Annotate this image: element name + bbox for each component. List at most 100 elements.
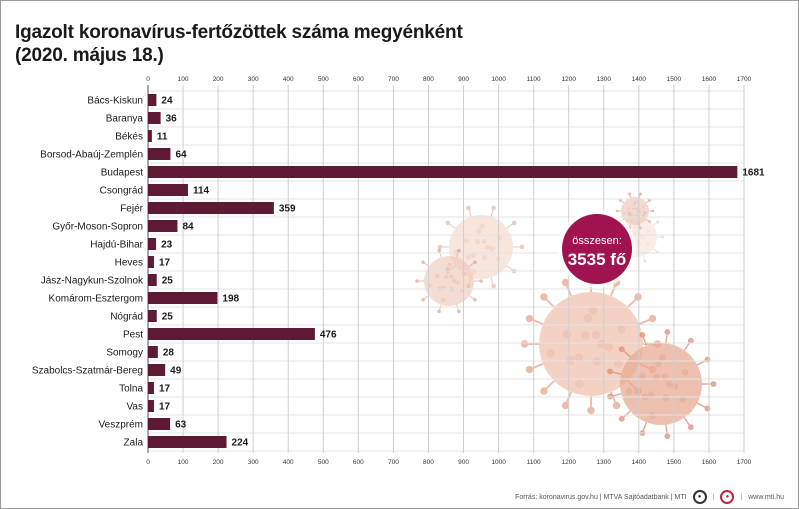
bar-chart: 0 0 100 100 200 200 300 300 400 400 500 500 600 600 70… — [32, 76, 765, 466]
data-label: 23 — [161, 240, 173, 251]
x-tick-label: 800 — [423, 76, 434, 83]
x-tick-label: 300 — [248, 459, 259, 466]
x-tick-label: 0 — [146, 459, 150, 466]
virus-illustrations — [415, 192, 717, 440]
x-tick-label: 1300 — [597, 459, 612, 466]
x-tick-label: 700 — [388, 459, 399, 466]
category-label: Fejér — [120, 204, 143, 215]
bar — [148, 382, 154, 394]
x-tick-label: 600 — [353, 459, 364, 466]
bar — [148, 238, 157, 250]
chart-title: Igazolt koronavírus-fertőzöttek száma me… — [15, 21, 463, 67]
x-tick-label: 700 — [388, 76, 399, 83]
chart-bars: Bács-Kiskun 24 Baranya 36 Békés 11 Borsod-Abaú… — [32, 94, 765, 449]
category-label: Hajdú-Bihar — [90, 240, 143, 251]
bar — [148, 310, 157, 322]
category-label: Vas — [127, 402, 144, 413]
mti-logo-icon: ● — [720, 490, 735, 504]
category-label: Budapest — [101, 168, 143, 179]
category-label: Baranya — [106, 114, 144, 125]
data-label: 11 — [157, 132, 168, 143]
data-label: 114 — [193, 186, 210, 197]
x-tick-label: 200 — [213, 459, 224, 466]
source-text: Forrás: koronavirus.gov.hu | MTVA Sajtóa… — [515, 493, 687, 501]
bar — [148, 418, 171, 430]
data-label: 36 — [166, 114, 178, 125]
bar — [148, 148, 171, 160]
x-tick-label: 1100 — [527, 76, 541, 83]
x-tick-label: 900 — [458, 76, 469, 83]
x-tick-label: 200 — [213, 76, 224, 83]
category-label: Bács-Kiskun — [87, 96, 143, 107]
chart-grid: 0 0 100 100 200 200 300 300 400 400 500 500 600 600 70… — [146, 76, 751, 466]
bar — [148, 328, 315, 340]
category-label: Csongrád — [100, 186, 143, 197]
data-label: 198 — [222, 294, 239, 305]
category-label: Zala — [124, 438, 144, 449]
title-text: Igazolt koronavírus-fertőzöttek száma me… — [15, 22, 463, 43]
x-tick-label: 1400 — [632, 459, 647, 466]
category-label: Komárom-Esztergom — [49, 294, 143, 305]
data-label: 359 — [279, 204, 296, 215]
data-label: 49 — [170, 366, 182, 377]
category-label: Pest — [123, 330, 143, 341]
subtitle-text: (2020. május 18.) — [15, 45, 164, 66]
data-label: 25 — [162, 312, 174, 323]
total-badge: összesen: 3535 fő — [558, 210, 636, 288]
data-label: 64 — [175, 150, 187, 161]
category-label: Borsod-Abaúj-Zemplén — [40, 150, 143, 161]
x-tick-label: 1600 — [702, 76, 717, 83]
data-label: 28 — [163, 348, 175, 359]
x-tick-label: 600 — [353, 76, 364, 83]
bar — [148, 220, 178, 232]
data-label: 17 — [159, 258, 171, 269]
footer: Forrás: koronavirus.gov.hu | MTVA Sajtóa… — [515, 489, 784, 505]
bar — [148, 112, 161, 124]
x-tick-label: 100 — [178, 76, 189, 83]
x-tick-label: 1200 — [561, 459, 576, 466]
x-tick-label: 500 — [318, 459, 329, 466]
total-value: 3535 fő — [568, 250, 627, 269]
x-tick-label: 1500 — [667, 76, 682, 83]
x-tick-label: 1300 — [597, 76, 612, 83]
total-badge-circle — [562, 214, 632, 284]
category-label: Nógrád — [110, 312, 143, 323]
x-tick-label: 800 — [423, 459, 434, 466]
data-label: 84 — [182, 222, 194, 233]
x-tick-label: 0 — [146, 76, 150, 83]
x-tick-label: 1700 — [737, 76, 752, 83]
x-tick-label: 900 — [458, 459, 469, 466]
footer-separator: | — [712, 493, 715, 501]
website-text: www.mti.hu — [748, 493, 784, 501]
x-tick-label: 100 — [178, 459, 189, 466]
data-label: 17 — [159, 402, 171, 413]
x-tick-label: 400 — [283, 459, 294, 466]
x-tick-label: 300 — [248, 76, 259, 83]
bar — [148, 256, 154, 268]
bar — [148, 202, 274, 214]
category-label: Somogy — [106, 348, 143, 359]
x-tick-label: 1100 — [527, 459, 541, 466]
bar — [148, 130, 152, 142]
total-label: összesen: — [572, 235, 622, 247]
bar — [148, 184, 188, 196]
bar — [148, 346, 158, 358]
x-tick-label: 1000 — [491, 76, 506, 83]
category-label: Tolna — [119, 384, 143, 395]
data-label: 25 — [162, 276, 174, 287]
data-label: 224 — [232, 438, 249, 449]
bar — [148, 166, 738, 178]
data-label: 1681 — [742, 168, 765, 179]
footer-separator: | — [740, 493, 743, 501]
category-label: Békés — [115, 132, 143, 143]
x-tick-label: 1000 — [491, 459, 506, 466]
data-label: 17 — [159, 384, 171, 395]
data-label: 24 — [161, 96, 173, 107]
data-label: 63 — [175, 420, 187, 431]
bar — [148, 400, 154, 412]
x-tick-label: 1200 — [561, 76, 576, 83]
bar — [148, 436, 227, 448]
x-tick-label: 400 — [283, 76, 294, 83]
x-tick-label: 1400 — [632, 76, 647, 83]
